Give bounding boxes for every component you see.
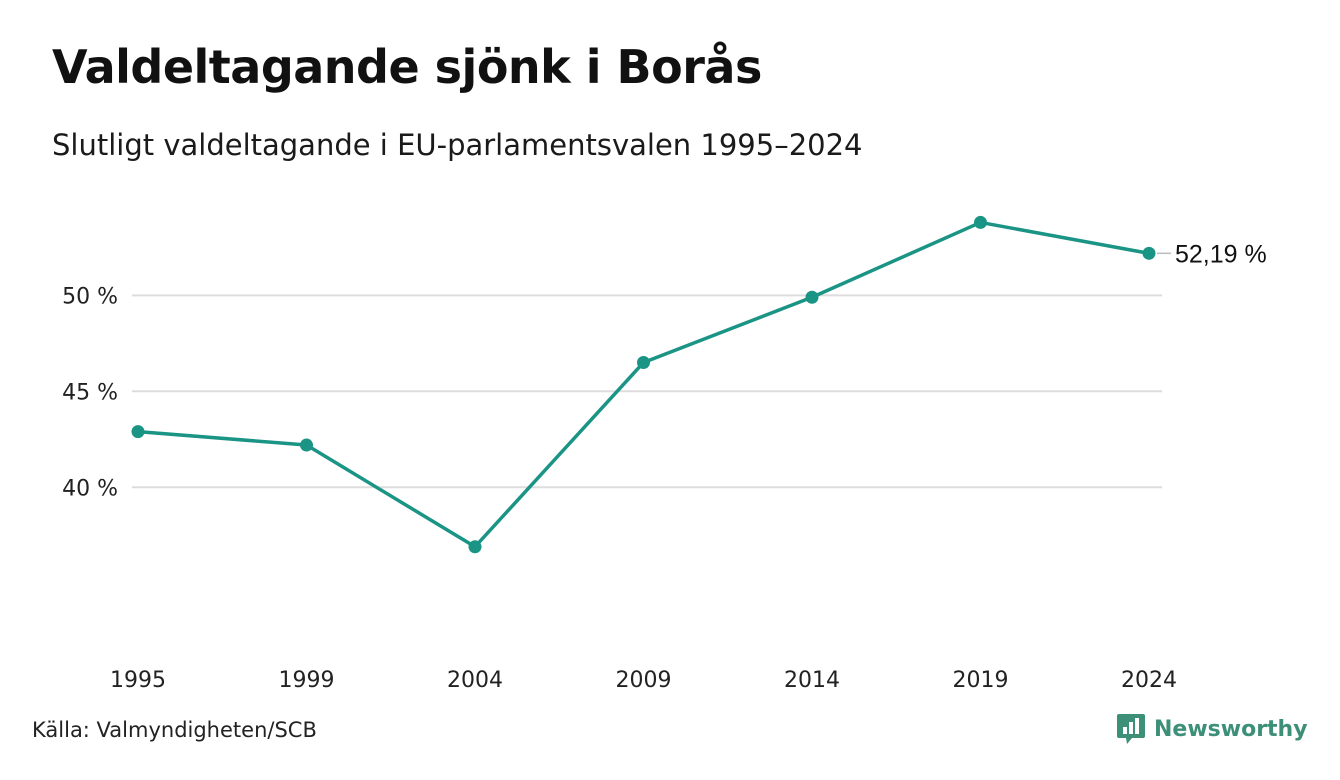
y-axis: 40 % 45 % 50 % [62, 284, 118, 501]
y-tick-label: 50 % [62, 284, 118, 309]
data-point [974, 215, 987, 229]
source-note: Källa: Valmyndigheten/SCB [32, 718, 317, 742]
gridlines [132, 294, 1162, 489]
brand-logo: Newsworthy [1116, 712, 1308, 746]
data-point [468, 540, 482, 554]
data-point [131, 425, 145, 439]
data-point [637, 356, 650, 370]
end-value-label: 52,19 % [1175, 240, 1267, 268]
y-tick-label: 45 % [62, 380, 118, 405]
x-tick-label: 2009 [616, 668, 672, 693]
brand-name: Newsworthy [1154, 716, 1308, 742]
x-tick-label: 2004 [447, 668, 503, 693]
series [131, 215, 1156, 554]
annotations: 52,19 % [1157, 240, 1267, 268]
data-point [300, 438, 313, 452]
y-tick-label: 40 % [62, 476, 118, 501]
newsworthy-logo-icon [1117, 714, 1145, 744]
x-tick-label: 1995 [110, 668, 166, 693]
chart-title: Valdeltagande sjönk i Borås [52, 40, 762, 94]
chart-subtitle: Slutligt valdeltagande i EU-parlamentsva… [52, 128, 863, 162]
x-tick-label: 2024 [1121, 668, 1177, 693]
x-tick-label: 2014 [784, 668, 840, 693]
data-point [805, 290, 819, 304]
x-tick-label: 2019 [953, 668, 1009, 693]
x-axis: 1995 1999 2004 2009 2014 2019 2024 [110, 668, 1177, 693]
x-tick-label: 1999 [279, 668, 335, 693]
data-point [1142, 246, 1156, 260]
series-line [137, 220, 1150, 549]
